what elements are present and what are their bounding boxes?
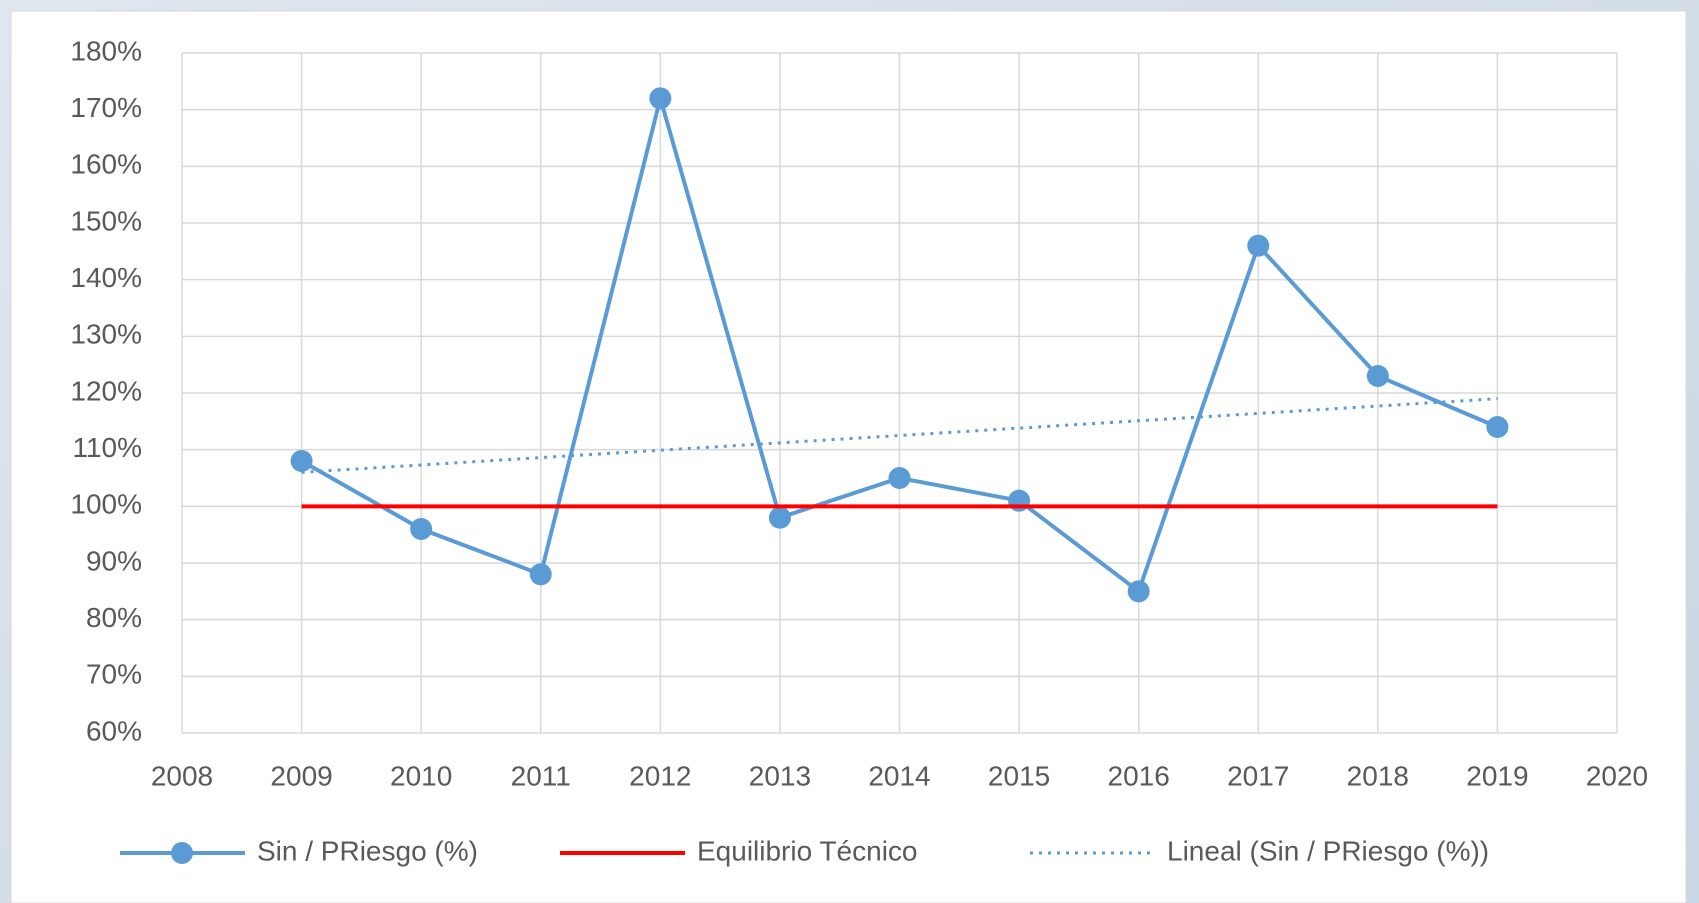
x-tick-label: 2014 <box>868 760 930 791</box>
legend-marker <box>171 842 193 864</box>
y-tick-label: 110% <box>72 432 142 463</box>
data-point <box>529 563 552 586</box>
series-line <box>301 397 1498 474</box>
legend-label: Sin / PRiesgo (%) <box>257 835 478 866</box>
x-tick-label: 2008 <box>151 760 213 791</box>
y-tick-label: 100% <box>70 489 142 520</box>
x-tick-label: 2010 <box>390 760 452 791</box>
x-tick-label: 2017 <box>1227 760 1289 791</box>
data-point <box>1008 489 1031 512</box>
x-tick-label: 2012 <box>629 760 691 791</box>
data-point <box>1127 580 1150 603</box>
data-point <box>1366 365 1389 387</box>
y-tick-label: 140% <box>70 262 142 293</box>
x-tick-label: 2016 <box>1108 760 1170 791</box>
x-tick-label: 2020 <box>1586 760 1648 791</box>
y-tick-label: 170% <box>70 92 142 123</box>
data-point <box>768 506 791 529</box>
x-tick-label: 2018 <box>1347 760 1409 791</box>
x-tick-label: 2009 <box>270 760 332 791</box>
data-point <box>410 518 433 540</box>
x-tick-label: 2011 <box>511 760 571 791</box>
y-tick-label: 130% <box>70 319 142 350</box>
x-tick-label: 2015 <box>988 760 1050 791</box>
y-tick-label: 80% <box>86 602 142 633</box>
y-tick-label: 90% <box>86 545 142 576</box>
y-tick-label: 60% <box>86 715 142 746</box>
legend-label: Equilibrio Técnico <box>697 835 918 866</box>
x-tick-label: 2013 <box>749 760 811 791</box>
data-point <box>1247 234 1270 257</box>
data-point <box>1486 416 1509 438</box>
y-tick-label: 120% <box>70 375 142 406</box>
x-tick-label: 2019 <box>1466 760 1528 791</box>
data-point <box>888 467 911 489</box>
data-point <box>290 450 313 472</box>
y-tick-label: 180% <box>70 35 142 66</box>
data-point <box>649 87 672 110</box>
legend-label: Lineal (Sin / PRiesgo (%)) <box>1167 835 1489 866</box>
y-tick-label: 150% <box>70 205 142 236</box>
chart-area <box>10 10 1687 903</box>
y-tick-label: 160% <box>70 149 142 180</box>
y-tick-label: 70% <box>86 659 142 690</box>
